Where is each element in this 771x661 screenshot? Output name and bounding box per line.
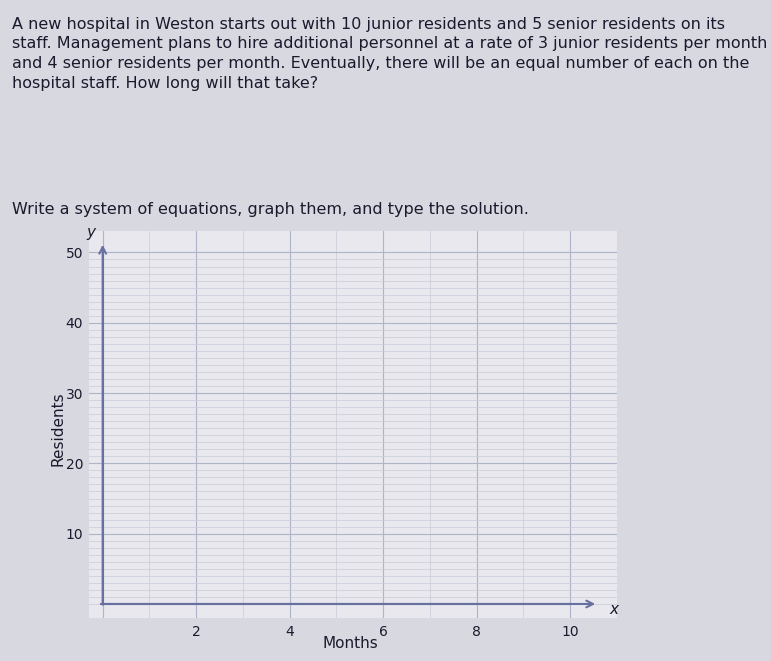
Text: x: x <box>610 602 619 617</box>
Text: y: y <box>86 225 96 240</box>
Text: Write a system of equations, graph them, and type the solution.: Write a system of equations, graph them,… <box>12 202 528 217</box>
Text: Months: Months <box>323 636 379 651</box>
Text: Residents: Residents <box>51 391 66 465</box>
Text: A new hospital in Weston starts out with 10 junior residents and 5 senior reside: A new hospital in Weston starts out with… <box>12 17 767 91</box>
